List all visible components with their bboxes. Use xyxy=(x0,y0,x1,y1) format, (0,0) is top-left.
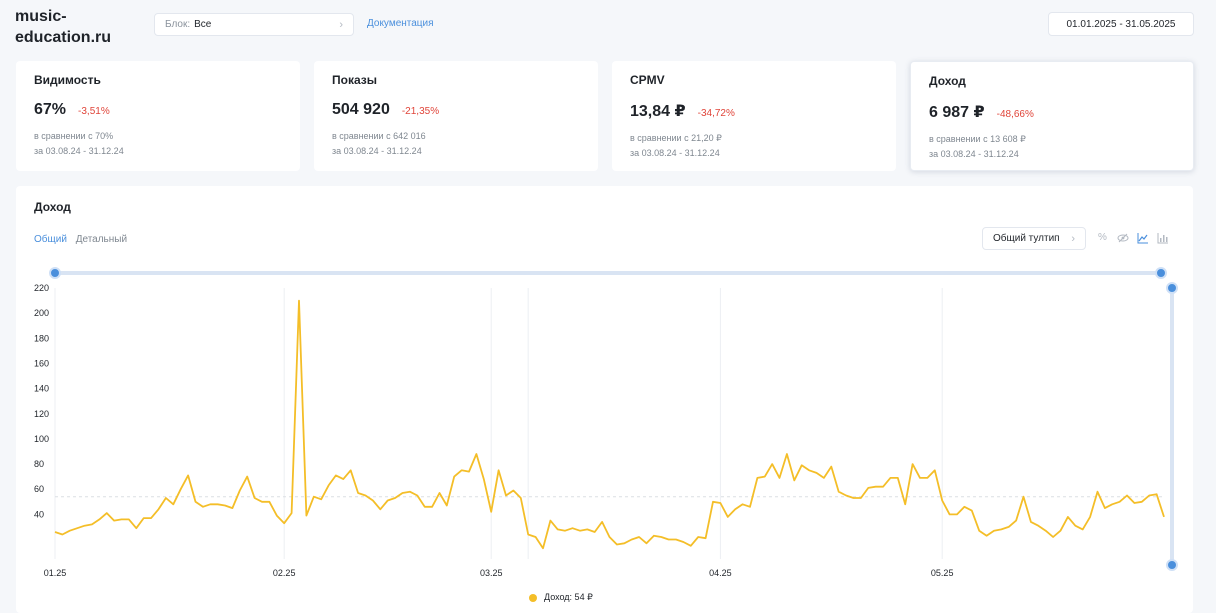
line-chart-icon[interactable] xyxy=(1136,231,1149,244)
x-tick-label: 01.25 xyxy=(44,568,67,578)
y-tick-label: 160 xyxy=(34,358,49,368)
kpi-delta: -21,35% xyxy=(401,106,440,117)
kpi-title: Показы xyxy=(332,73,377,87)
tab-detailed[interactable]: Детальный xyxy=(75,234,128,245)
kpi-value: 67% xyxy=(34,101,67,118)
y-tick-label: 100 xyxy=(34,434,49,444)
x-tick-label: 05.25 xyxy=(931,568,954,578)
y-tick-label: 180 xyxy=(34,333,49,343)
kpi-period: за 03.08.24 - 31.12.24 xyxy=(630,148,720,158)
block-select[interactable]: Блок: Все › xyxy=(154,13,354,36)
x-tick-label: 04.25 xyxy=(709,568,732,578)
chart-toolbar: % xyxy=(1096,231,1169,244)
kpi-value: 13,84 ₽ xyxy=(630,103,686,120)
chart-title: Доход xyxy=(34,200,71,214)
kpi-compare: в сравнении с 21,20 ₽ xyxy=(630,133,722,143)
documentation-link[interactable]: Документация xyxy=(367,18,434,29)
range-slider-handle-right[interactable] xyxy=(1155,267,1167,279)
tooltip-mode-select[interactable]: Общий тултип › xyxy=(982,227,1086,250)
chevron-right-icon: › xyxy=(339,18,343,31)
y-tick-label: 220 xyxy=(34,283,49,293)
tooltip-mode-label: Общий тултип xyxy=(993,233,1060,244)
kpi-compare: в сравнении с 13 608 ₽ xyxy=(929,134,1026,144)
site-title: music- education.ru xyxy=(15,6,111,48)
y-tick-label: 120 xyxy=(34,409,49,419)
y-tick-label: 200 xyxy=(34,308,49,318)
x-tick-label: 02.25 xyxy=(273,568,296,578)
kpi-value: 6 987 ₽ xyxy=(929,104,985,121)
range-slider-handle-left[interactable] xyxy=(49,267,61,279)
kpi-title: CPMV xyxy=(630,73,665,87)
legend-swatch xyxy=(529,593,537,602)
chart-tabs: Общий Детальный xyxy=(34,234,133,245)
x-tick-label: 03.25 xyxy=(480,568,503,578)
revenue-series-line xyxy=(54,299,1165,550)
site-title-line1: music- xyxy=(15,8,67,25)
hide-icon[interactable] xyxy=(1116,231,1129,244)
kpi-card-impressions[interactable]: Показы 504 920 -21,35% в сравнении с 642… xyxy=(314,61,598,171)
kpi-period: за 03.08.24 - 31.12.24 xyxy=(332,146,422,156)
date-range-picker[interactable]: 01.01.2025 - 31.05.2025 xyxy=(1048,12,1194,36)
y-tick-label: 40 xyxy=(34,509,44,519)
kpi-period: за 03.08.24 - 31.12.24 xyxy=(929,149,1019,159)
revenue-chart-card: Доход Общий Детальный Общий тултип › % 4… xyxy=(16,186,1193,613)
block-select-value: Все xyxy=(194,19,212,30)
kpi-card-revenue[interactable]: Доход 6 987 ₽ -48,66% в сравнении с 13 6… xyxy=(910,61,1194,171)
kpi-delta: -34,72% xyxy=(697,108,735,119)
kpi-delta: -3,51% xyxy=(78,106,110,117)
block-select-label: Блок: xyxy=(165,19,191,30)
y-tick-label: 140 xyxy=(34,384,49,394)
bar-chart-icon[interactable] xyxy=(1156,231,1169,244)
revenue-line-chart[interactable]: 40 60 80 100 120 140 160 180 200 220 01.25 02.25 03.… xyxy=(16,186,1193,613)
kpi-compare: в сравнении с 70% xyxy=(34,131,114,141)
y-tick-label: 80 xyxy=(34,459,44,469)
kpi-title: Видимость xyxy=(34,73,101,87)
y-tick-label: 60 xyxy=(34,484,44,494)
tab-general[interactable]: Общий xyxy=(34,234,67,245)
chart-legend[interactable]: Доход: 54 ₽ xyxy=(529,592,593,603)
kpi-value: 504 920 xyxy=(332,101,390,118)
kpi-title: Доход xyxy=(929,74,966,88)
vertical-slider-handle-top[interactable] xyxy=(1166,282,1178,294)
kpi-delta: -48,66% xyxy=(996,109,1034,120)
site-title-line2: education.ru xyxy=(15,29,112,46)
percent-icon[interactable]: % xyxy=(1098,232,1107,243)
chevron-right-icon: › xyxy=(1071,232,1075,245)
vertical-slider-handle-bottom[interactable] xyxy=(1166,559,1178,571)
kpi-card-cpmv[interactable]: CPMV 13,84 ₽ -34,72% в сравнении с 21,20… xyxy=(612,61,896,171)
kpi-period: за 03.08.24 - 31.12.24 xyxy=(34,146,124,156)
kpi-compare: в сравнении с 642 016 xyxy=(332,131,426,141)
kpi-card-visibility[interactable]: Видимость 67% -3,51% в сравнении с 70% з… xyxy=(16,61,300,171)
legend-label: Доход: 54 ₽ xyxy=(544,592,593,602)
